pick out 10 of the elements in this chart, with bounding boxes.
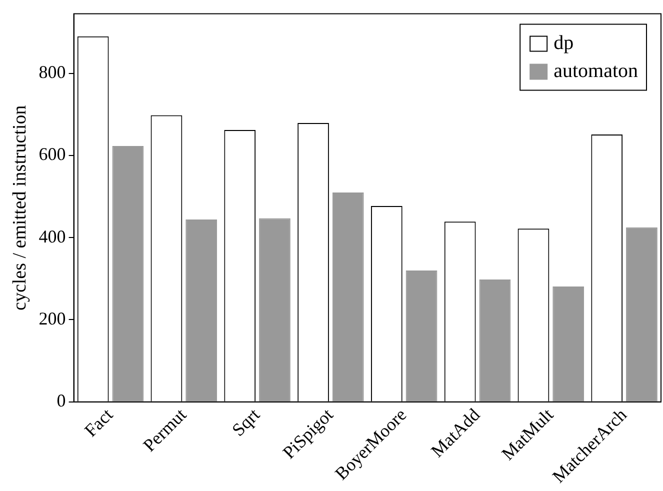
y-tick-label: 0: [56, 390, 66, 411]
y-axis-title: cycles / emitted instruction: [9, 104, 30, 310]
legend-label: automaton: [554, 60, 638, 82]
x-tick-label: Sqrt: [228, 404, 264, 440]
y-tick-label: 800: [38, 62, 66, 82]
x-tick-label: Fact: [80, 404, 117, 441]
y-tick-label: 200: [38, 308, 66, 328]
legend-label: dp: [554, 32, 574, 54]
y-tick-label: 600: [38, 144, 66, 164]
y-tick-label: 400: [38, 226, 66, 246]
